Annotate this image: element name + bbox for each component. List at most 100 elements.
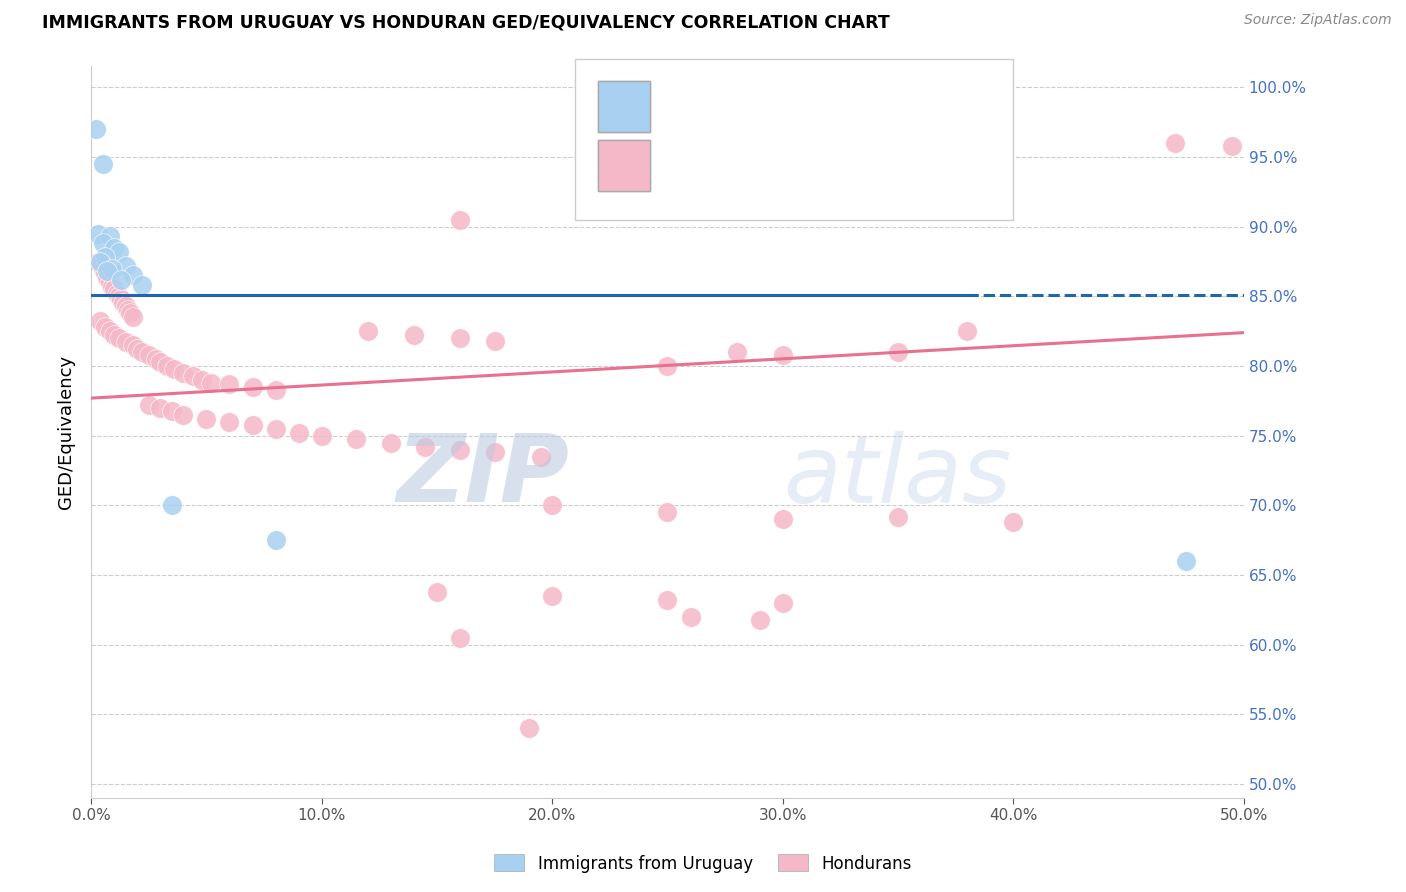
Point — [541, 499, 564, 513]
Point — [121, 268, 143, 283]
Point — [160, 403, 183, 417]
Text: IMMIGRANTS FROM URUGUAY VS HONDURAN GED/EQUIVALENCY CORRELATION CHART: IMMIGRANTS FROM URUGUAY VS HONDURAN GED/… — [42, 13, 890, 31]
Point — [91, 236, 114, 251]
Point — [218, 377, 240, 392]
Point — [172, 408, 194, 422]
Point — [772, 348, 794, 362]
Text: -0.002: -0.002 — [725, 90, 785, 109]
Text: N =: N = — [817, 156, 865, 174]
Point — [108, 289, 131, 303]
Point — [195, 412, 218, 426]
Point — [181, 368, 204, 383]
Point — [484, 334, 506, 348]
Point — [108, 331, 131, 345]
Point — [108, 244, 131, 259]
Point — [98, 324, 121, 338]
Point — [145, 352, 167, 367]
FancyBboxPatch shape — [575, 59, 1014, 220]
Point — [156, 359, 179, 373]
Point — [657, 593, 679, 607]
FancyBboxPatch shape — [599, 81, 650, 132]
Point — [1002, 515, 1025, 529]
Point — [449, 212, 471, 227]
Point — [98, 276, 121, 290]
Text: 0.120: 0.120 — [725, 156, 789, 174]
Point — [517, 722, 540, 736]
Point — [91, 157, 114, 171]
Point — [112, 296, 135, 310]
Point — [172, 366, 194, 380]
Point — [748, 613, 770, 627]
Point — [149, 355, 172, 369]
Point — [103, 241, 125, 255]
Point — [264, 422, 287, 436]
Point — [1163, 136, 1185, 150]
Point — [101, 279, 124, 293]
Point — [114, 259, 136, 273]
Point — [772, 512, 794, 526]
Point — [138, 348, 160, 362]
Point — [117, 303, 139, 318]
Point — [541, 589, 564, 603]
Point — [87, 254, 110, 268]
Point — [110, 273, 132, 287]
Point — [87, 227, 110, 241]
Point — [94, 266, 117, 280]
Point — [114, 299, 136, 313]
Point — [887, 345, 910, 359]
Point — [956, 324, 979, 338]
Point — [200, 376, 222, 390]
Point — [127, 343, 149, 357]
Point — [160, 499, 183, 513]
Point — [96, 271, 118, 285]
Point — [91, 261, 114, 276]
Point — [138, 398, 160, 412]
Point — [103, 282, 125, 296]
Legend: Immigrants from Uruguay, Hondurans: Immigrants from Uruguay, Hondurans — [488, 847, 918, 880]
Point — [120, 306, 142, 320]
Text: Source: ZipAtlas.com: Source: ZipAtlas.com — [1244, 13, 1392, 28]
Point — [264, 533, 287, 548]
Point — [149, 401, 172, 415]
Point — [89, 254, 111, 268]
Point — [484, 445, 506, 459]
Point — [725, 345, 748, 359]
Point — [98, 229, 121, 244]
Point — [94, 320, 117, 334]
Point — [110, 292, 132, 306]
Point — [287, 425, 309, 440]
Point — [131, 345, 153, 359]
Point — [449, 631, 471, 645]
Point — [264, 383, 287, 397]
Text: R =: R = — [662, 90, 697, 109]
Point — [344, 432, 367, 446]
Point — [1175, 554, 1198, 568]
Point — [89, 314, 111, 328]
Point — [242, 380, 264, 394]
Point — [657, 505, 679, 519]
Point — [191, 373, 214, 387]
Point — [163, 362, 186, 376]
Text: 76: 76 — [898, 156, 921, 174]
Text: 18: 18 — [898, 90, 921, 109]
Point — [218, 415, 240, 429]
Point — [311, 429, 333, 443]
Point — [679, 610, 702, 624]
Point — [772, 596, 794, 610]
Point — [380, 435, 402, 450]
Point — [1220, 139, 1243, 153]
Y-axis label: GED/Equivalency: GED/Equivalency — [58, 355, 75, 509]
Point — [131, 278, 153, 293]
FancyBboxPatch shape — [599, 140, 650, 191]
Point — [426, 584, 449, 599]
Point — [114, 335, 136, 350]
Point — [530, 450, 553, 464]
Point — [402, 328, 425, 343]
Point — [84, 122, 107, 136]
Point — [121, 338, 143, 352]
Point — [101, 261, 124, 276]
Text: atlas: atlas — [783, 431, 1011, 522]
Text: N =: N = — [817, 90, 865, 109]
Text: R =: R = — [662, 156, 697, 174]
Point — [96, 264, 118, 278]
